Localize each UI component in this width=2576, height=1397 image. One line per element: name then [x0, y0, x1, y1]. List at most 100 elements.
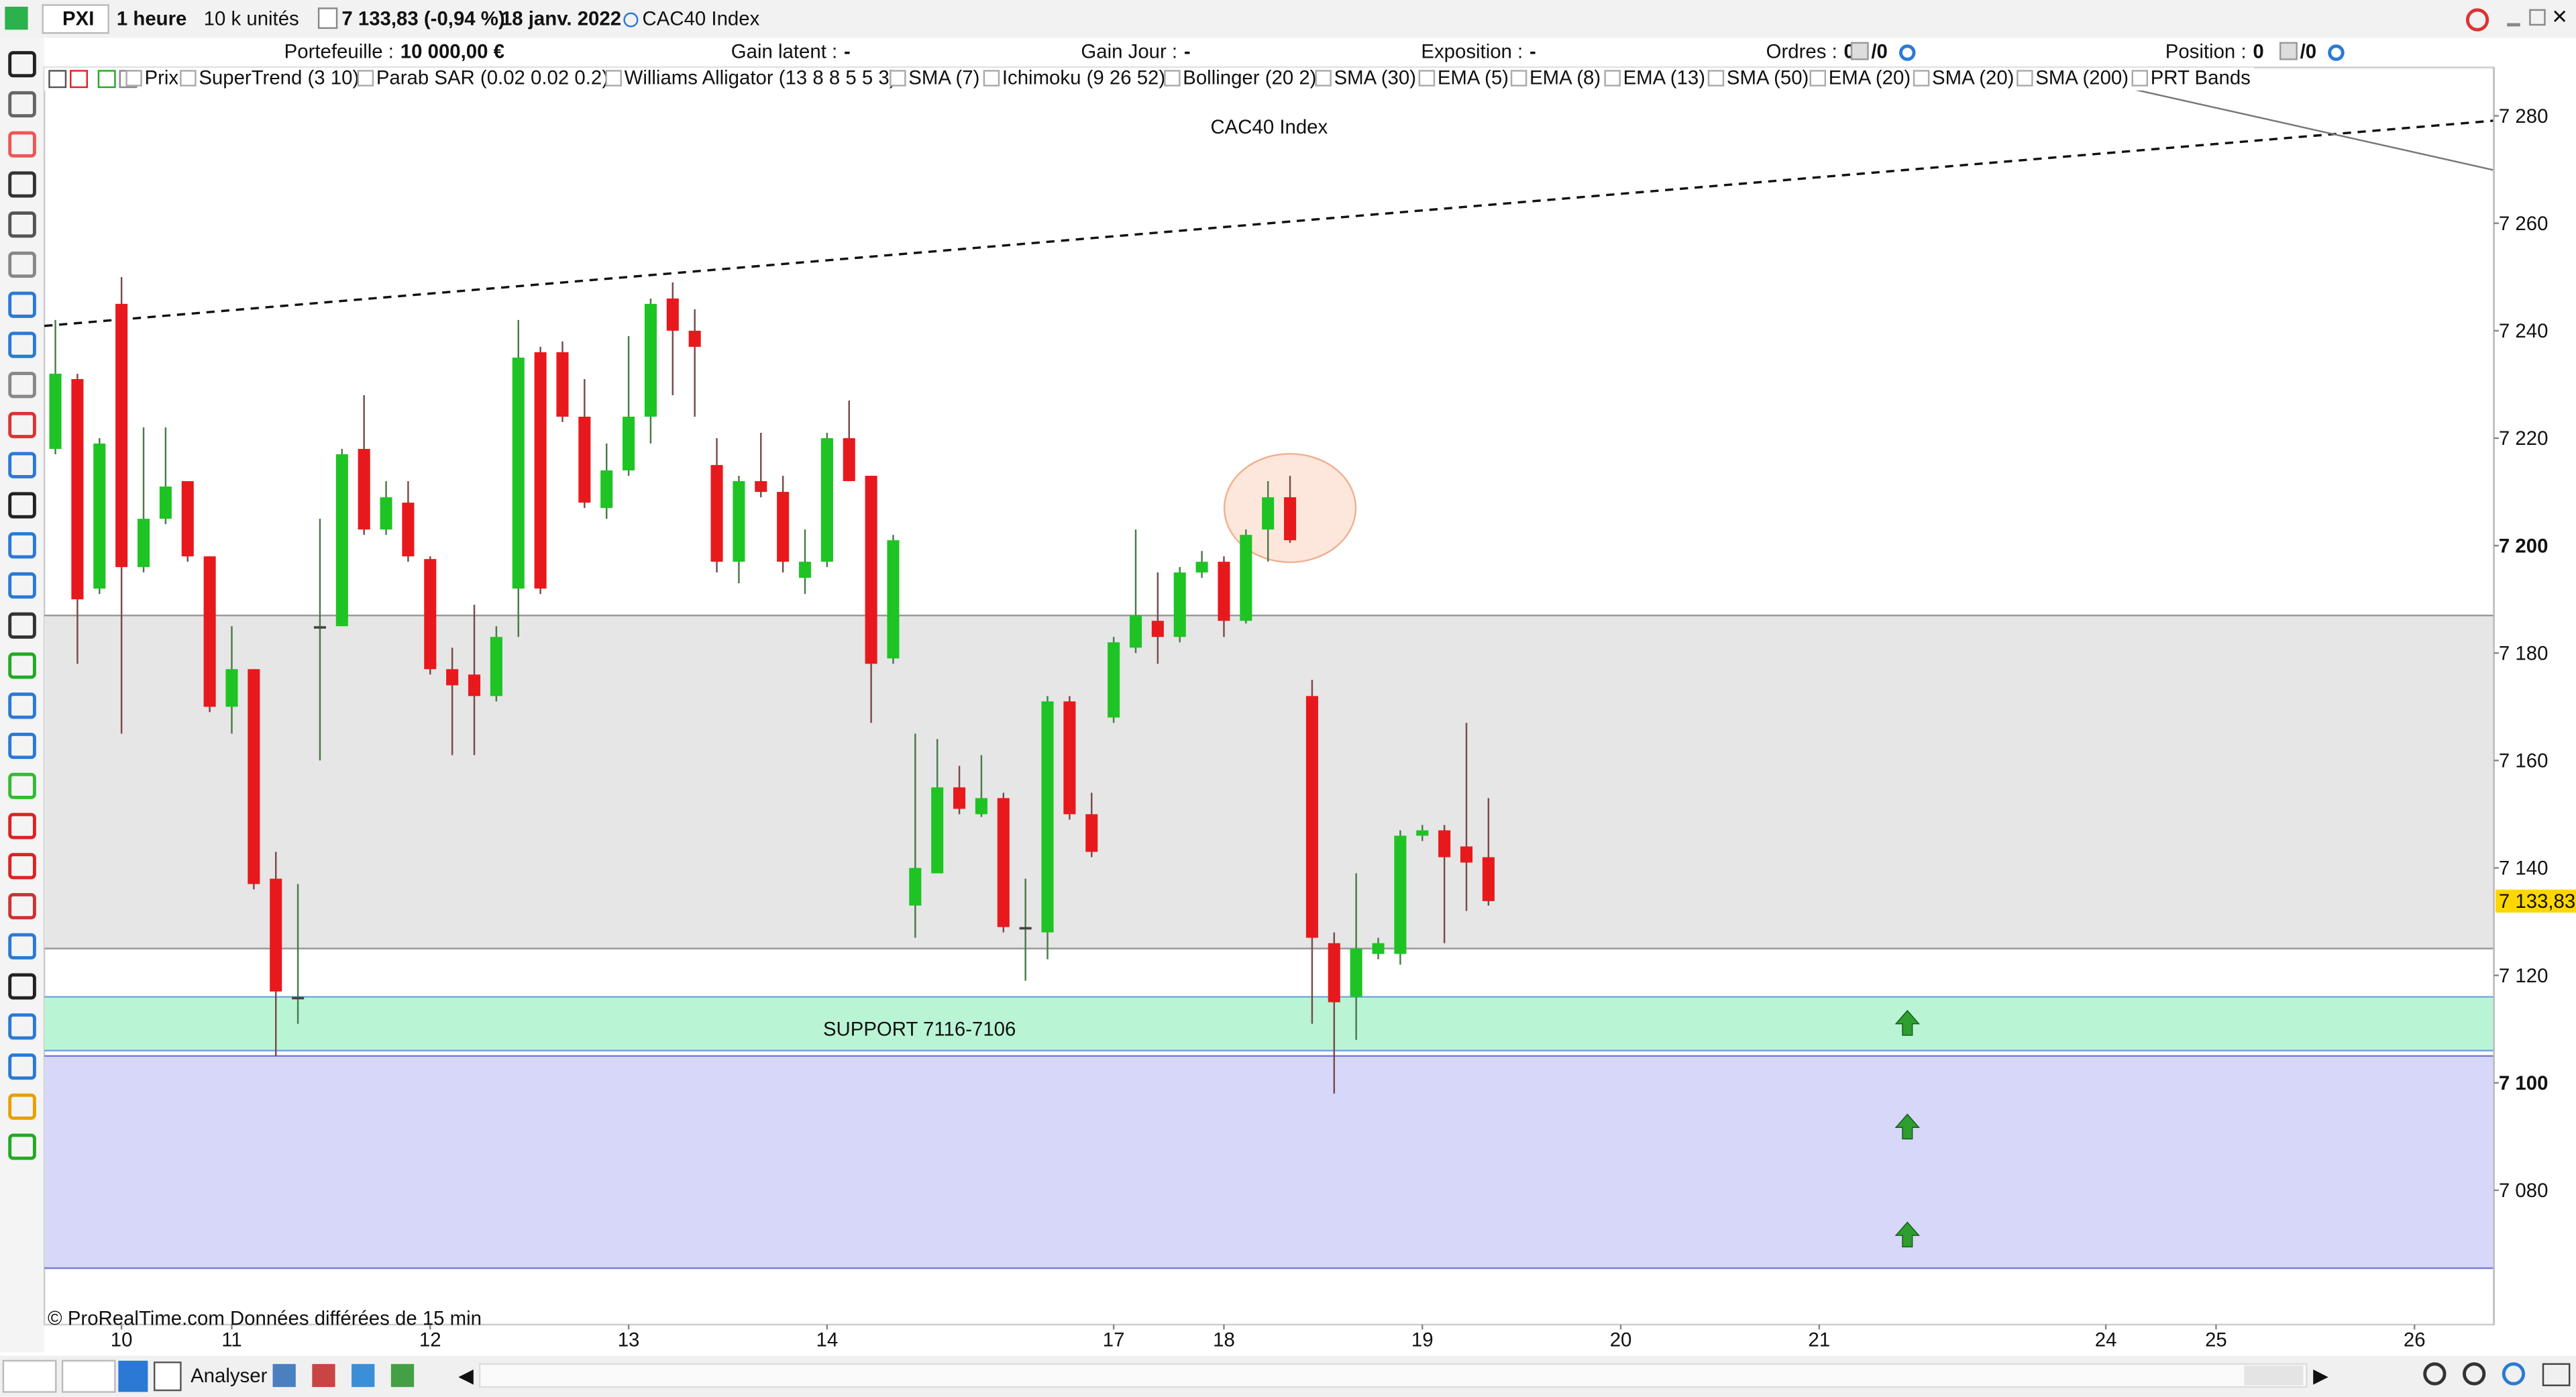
indicator-label[interactable]: SMA (200): [2035, 67, 2129, 89]
indicator-label[interactable]: Ichimoku (9 26 52): [1002, 67, 1165, 89]
list-button[interactable]: [312, 1363, 335, 1388]
candle-body: [909, 868, 922, 906]
instrument-dot: [623, 12, 639, 28]
tool-button[interactable]: [8, 933, 36, 960]
timeframe[interactable]: 1 heure: [117, 7, 187, 30]
tool-button[interactable]: [8, 1093, 36, 1120]
indicator-label[interactable]: Parab SAR (0.02 0.02 0.2): [376, 67, 608, 89]
tool-button[interactable]: [8, 973, 36, 1000]
tool-button[interactable]: [8, 813, 36, 839]
tool-button[interactable]: [8, 692, 36, 719]
y-tick-label: 7 260: [2499, 213, 2548, 235]
gear[interactable]: [2328, 44, 2345, 61]
units[interactable]: 10 k unités: [204, 7, 299, 30]
indicator-checkbox[interactable]: [180, 70, 197, 87]
indicator-label[interactable]: EMA (5): [1438, 67, 1509, 89]
indicator-checkbox[interactable]: [983, 70, 1000, 87]
zoom-out[interactable]: [2463, 1362, 2486, 1386]
indicator-checkbox[interactable]: [357, 70, 374, 87]
cancel-box[interactable]: [1850, 42, 1869, 60]
indicator-label[interactable]: SMA (30): [1334, 67, 1416, 89]
indicator-label[interactable]: Bollinger (20 2): [1183, 67, 1316, 89]
tool-button[interactable]: [8, 612, 36, 639]
tool-button[interactable]: [8, 291, 36, 318]
share-button[interactable]: [118, 1360, 148, 1392]
indicator-checkbox[interactable]: [1913, 70, 1930, 87]
tool-button[interactable]: [8, 411, 36, 439]
candle-body: [335, 454, 348, 627]
indicator-checkbox[interactable]: [2017, 70, 2033, 87]
indicator-checkbox[interactable]: [1418, 70, 1436, 87]
indicator-label[interactable]: SMA (50): [1727, 67, 1809, 89]
indicator-label[interactable]: Prix: [145, 67, 179, 89]
tool-button[interactable]: [8, 452, 36, 478]
scroll-right[interactable]: ▶: [2313, 1365, 2328, 1387]
tool-button[interactable]: [8, 892, 36, 920]
indicator-label[interactable]: SMA (7): [908, 67, 979, 89]
zoom-fit[interactable]: [2423, 1362, 2447, 1386]
indicator-label[interactable]: EMA (13): [1623, 67, 1705, 89]
cancel-box[interactable]: [2279, 42, 2298, 60]
indicator-label[interactable]: PRT Bands: [2151, 67, 2251, 89]
tool-button[interactable]: [8, 772, 36, 799]
indicator-label[interactable]: SMA (20): [1932, 67, 2014, 89]
indicator-icon[interactable]: [97, 70, 116, 89]
alert-button[interactable]: [272, 1363, 296, 1388]
tool-button[interactable]: [8, 171, 36, 198]
scrollbar[interactable]: [478, 1363, 2308, 1388]
scroll-thumb[interactable]: [2244, 1365, 2304, 1386]
tool-button[interactable]: [8, 1053, 36, 1080]
layout-button[interactable]: [352, 1363, 375, 1388]
symbol-select[interactable]: [42, 4, 109, 34]
tool-button[interactable]: [8, 372, 36, 399]
close[interactable]: ✕: [2551, 6, 2568, 28]
indicator-checkbox[interactable]: [1604, 70, 1621, 87]
tool-button[interactable]: [8, 131, 36, 158]
layout-button-2[interactable]: [390, 1363, 415, 1388]
info-icon[interactable]: [317, 7, 338, 30]
chart-icon[interactable]: [5, 6, 28, 30]
minimize[interactable]: [2507, 23, 2520, 27]
indicator-tool[interactable]: [61, 1359, 116, 1393]
indicator-checkbox[interactable]: [890, 70, 906, 87]
indicator-checkbox[interactable]: [605, 70, 622, 87]
zoom-in[interactable]: [2502, 1362, 2526, 1386]
settings[interactable]: [2542, 1363, 2571, 1386]
indicator-label[interactable]: EMA (20): [1829, 67, 1911, 89]
screen-button[interactable]: [153, 1361, 182, 1392]
indicator-checkbox[interactable]: [1164, 70, 1181, 87]
indicator-icon[interactable]: [48, 70, 67, 89]
gear[interactable]: [1899, 44, 1916, 61]
indicator-label[interactable]: SuperTrend (3 10): [199, 67, 359, 89]
indicator-checkbox[interactable]: [2131, 70, 2149, 87]
tool-button[interactable]: [8, 853, 36, 880]
tool-button[interactable]: [8, 251, 36, 278]
indicator-checkbox[interactable]: [1707, 70, 1725, 87]
indicator-label[interactable]: EMA (8): [1529, 67, 1601, 89]
tool-button[interactable]: [8, 652, 36, 679]
tool-button[interactable]: [8, 732, 36, 760]
tool-button[interactable]: [8, 331, 36, 358]
tool-button[interactable]: [8, 532, 36, 559]
tool-button[interactable]: [8, 51, 36, 78]
tool-button[interactable]: [8, 91, 36, 118]
tool-button[interactable]: [8, 492, 36, 519]
tool-button[interactable]: [8, 572, 36, 599]
tool-button[interactable]: [8, 1133, 36, 1160]
tool-button[interactable]: [8, 1013, 36, 1040]
indicator-checkbox[interactable]: [1315, 70, 1332, 87]
analyse-button[interactable]: Analyser: [191, 1365, 268, 1387]
indicator-checkbox[interactable]: [1510, 70, 1527, 87]
candle-body: [600, 470, 613, 509]
indicator-checkbox[interactable]: [125, 70, 142, 87]
info-item: Exposition :-: [1421, 40, 1536, 62]
draw-tool[interactable]: [2, 1359, 57, 1393]
tool-button[interactable]: [8, 211, 36, 238]
scroll-left[interactable]: ◀: [458, 1365, 474, 1387]
restore[interactable]: [2529, 9, 2546, 26]
indicator-checkbox[interactable]: [1809, 70, 1827, 87]
info-group: Portefeuille :10 000,00 € Gain latent :-G…: [284, 40, 2345, 62]
indicator-label[interactable]: Williams Alligator (13 8 8 5 5 3): [625, 67, 896, 89]
indicator-icon[interactable]: [70, 70, 89, 89]
refresh-icon[interactable]: [2465, 8, 2489, 32]
